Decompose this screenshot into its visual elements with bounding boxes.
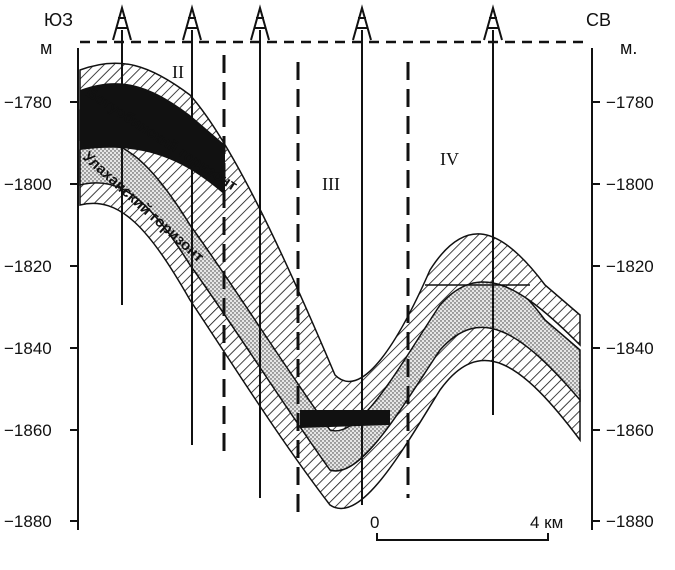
axis-ticks	[70, 101, 600, 522]
y-tick-right: −1820	[606, 257, 654, 276]
derrick-icon	[112, 4, 132, 41]
y-tick-left: −1880	[4, 512, 52, 531]
zone-boundaries	[222, 55, 410, 515]
y-tick-left: −1820	[4, 257, 52, 276]
zone-label-iii: III	[322, 174, 340, 194]
unit-left: м	[40, 38, 52, 58]
derrick-icon	[483, 4, 503, 41]
derrick-icon	[352, 4, 372, 41]
strata	[79, 62, 581, 510]
direction-right: СВ	[586, 10, 611, 30]
scale-start: 0	[370, 513, 379, 532]
zone-label-iv: IV	[440, 149, 459, 169]
botuobinsky-black-layer	[80, 83, 225, 195]
y-tick-left: −1800	[4, 175, 52, 194]
y-tick-right: −1780	[606, 93, 654, 112]
y-tick-right: −1800	[606, 175, 654, 194]
y-tick-left: −1840	[4, 339, 52, 358]
y-tick-left: −1780	[4, 93, 52, 112]
derrick-icon	[250, 4, 270, 41]
y-tick-right: −1860	[606, 421, 654, 440]
derrick-icon	[182, 4, 202, 41]
y-tick-right: −1880	[606, 512, 654, 531]
derrick-icons	[112, 4, 503, 41]
wells	[112, 4, 503, 505]
direction-left: ЮЗ	[44, 10, 73, 30]
scale-bar: 0 4 км	[370, 513, 563, 541]
y-tick-left: −1860	[4, 421, 52, 440]
y-tick-right: −1840	[606, 339, 654, 358]
unit-right: м.	[620, 38, 637, 58]
scale-end: 4 км	[530, 513, 563, 532]
zone-label-ii: II	[172, 62, 184, 82]
black-lens	[300, 410, 390, 428]
